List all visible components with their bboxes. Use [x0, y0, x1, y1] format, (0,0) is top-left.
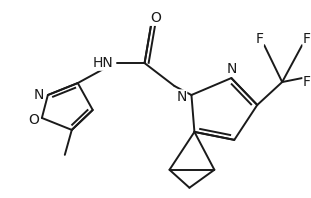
- Text: HN: HN: [92, 56, 113, 70]
- Text: N: N: [34, 88, 44, 102]
- Text: O: O: [150, 11, 161, 25]
- Text: O: O: [29, 113, 39, 127]
- Text: F: F: [303, 32, 311, 46]
- Text: N: N: [176, 90, 187, 104]
- Text: F: F: [303, 75, 311, 89]
- Text: F: F: [255, 32, 263, 46]
- Text: N: N: [226, 62, 236, 76]
